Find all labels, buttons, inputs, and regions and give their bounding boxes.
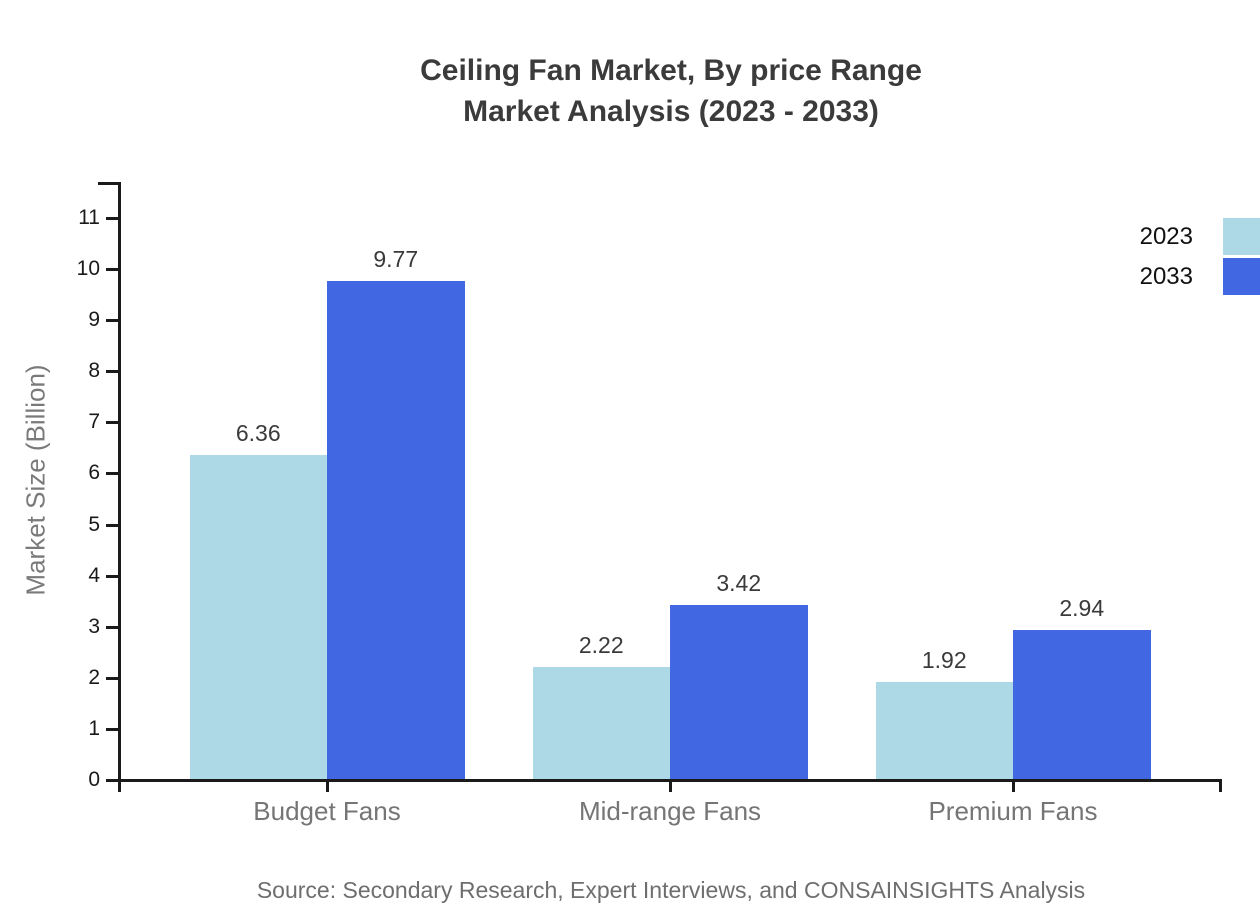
bar-2033-premium-fans [1013,629,1151,780]
legend: 2023 2033 [1140,218,1260,298]
x-tick-label-mid-range-fans: Mid-range Fans [578,796,762,826]
y-tick-label-4: 4 [88,563,100,587]
y-tick-label-0: 0 [88,768,100,791]
y-tick-9 [106,319,118,323]
y-tick-11 [106,216,118,220]
bar-2023-budget-fans [189,455,327,780]
y-tick-8 [106,370,118,374]
y-tick-10 [106,268,118,271]
chart-title: Ceiling Fan Market, By price Range Marke… [120,50,1222,132]
y-axis-end-cap [98,182,118,185]
chart-title-line2: Market Analysis (2023 - 2033) [463,95,879,128]
y-tick-label-5: 5 [88,512,100,536]
y-tick-4 [106,574,118,578]
x-tick-mid-range-fans [669,780,672,792]
x-axis-line [118,779,1222,782]
legend-label-2023: 2023 [1139,222,1193,250]
y-tick-0 [106,779,118,782]
x-tick-premium-fans [1012,780,1015,792]
legend-item-2023: 2023 [1140,218,1260,255]
bar-value-2033-premium-fans: 2.94 [1059,594,1105,621]
legend-item-2033: 2033 [1140,258,1260,295]
y-tick-label-10: 10 [76,257,100,280]
legend-swatch-2033 [1223,258,1260,295]
y-tick-label-3: 3 [88,614,100,638]
y-tick-1 [106,727,118,731]
x-axis-end-cap [1219,779,1222,792]
bar-2033-mid-range-fans [670,605,808,780]
y-tick-label-1: 1 [88,716,100,740]
y-axis-line [118,182,121,792]
y-tick-label-8: 8 [88,359,100,383]
bar-value-2023-premium-fans: 1.92 [921,646,967,673]
bar-value-2033-mid-range-fans: 3.42 [716,570,762,597]
y-tick-label-11: 11 [78,205,100,229]
chart-title-line1: Ceiling Fan Market, By price Range [420,54,922,87]
source-note: Source: Secondary Research, Expert Inter… [256,877,1086,903]
legend-label-2033: 2033 [1139,262,1193,290]
x-tick-budget-fans [326,780,329,792]
bar-2023-premium-fans [875,681,1013,780]
y-tick-6 [106,472,118,476]
y-tick-label-7: 7 [88,410,100,434]
bar-value-2033-budget-fans: 9.77 [373,245,419,272]
bar-value-2023-budget-fans: 6.36 [235,420,281,446]
bar-2023-mid-range-fans [532,666,670,780]
y-tick-7 [106,421,118,425]
y-tick-label-6: 6 [88,461,100,485]
y-tick-3 [106,625,118,629]
y-tick-2 [106,676,118,680]
y-tick-label-9: 9 [88,308,100,332]
bar-value-2023-mid-range-fans: 2.22 [578,631,624,658]
y-tick-5 [106,523,118,527]
x-tick-label-budget-fans: Budget Fans [253,796,401,826]
bar-2033-budget-fans [327,280,465,780]
y-tick-label-2: 2 [88,665,100,689]
legend-swatch-2023 [1223,218,1260,255]
x-tick-label-premium-fans: Premium Fans [928,796,1098,826]
